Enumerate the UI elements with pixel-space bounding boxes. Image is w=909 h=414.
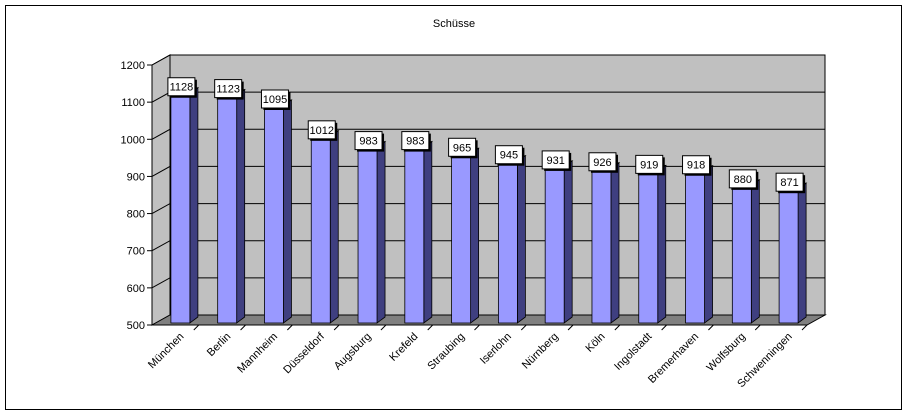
data-label: 919 [640,159,658,171]
data-label: 871 [780,177,798,189]
data-label-box [775,172,804,192]
x-tick-mark [427,324,434,331]
data-label-box [307,120,336,140]
x-tick-mark [193,324,200,331]
bar [217,95,238,324]
y-tick-label: 1000 [121,134,145,146]
x-tick-label: Nürnberg [520,331,561,372]
bar [170,93,191,324]
x-tick-label: Straubing [425,331,467,373]
bar-side [283,99,292,324]
x-tick-mark [474,324,480,331]
bar [778,188,799,324]
data-label: 945 [500,150,518,162]
data-label: 1095 [263,94,287,106]
data-label-box [494,145,523,165]
bar-side [236,88,246,324]
x-tick-label: Düsseldorf [281,330,327,376]
bar-side [423,140,433,324]
data-label-box [401,131,430,151]
data-label: 918 [687,160,705,172]
y-tick-label: 1200 [121,60,145,72]
x-tick-mark [240,324,246,331]
data-label-box [354,131,383,151]
bar [404,147,425,324]
floor [150,314,827,326]
y-tick-label: 600 [127,283,145,295]
x-tick-mark [661,324,667,331]
x-tick-mark [520,324,527,331]
x-tick-mark [567,324,574,331]
bar-side [189,86,199,324]
bar-side [516,154,526,324]
chart-title: Schüsse [433,18,475,30]
bar-side [470,147,480,324]
data-label-box [588,152,617,172]
data-label-box [214,79,243,99]
bar [544,166,565,324]
bar-side [610,161,620,324]
y-tick-label: 700 [127,246,145,258]
bar-side [329,130,339,324]
bar [731,185,752,324]
data-label-box [728,169,757,189]
bar [591,168,612,324]
bar-side [563,160,573,324]
gridline [151,54,825,66]
x-tick-label: Ingolstadt [612,331,654,373]
data-label-box [167,77,196,97]
data-label: 1123 [216,84,240,96]
data-label: 1012 [310,125,334,137]
data-label: 983 [406,136,424,148]
bar [357,147,378,324]
data-label: 931 [546,155,564,167]
bar [264,105,284,324]
data-label-box [448,137,477,157]
x-tick-label: Krefeld [387,331,420,364]
bar [497,161,518,324]
data-label-box [260,89,289,109]
data-label-box [635,154,664,174]
x-tick-label: Berlin [205,331,233,359]
x-tick-mark [333,324,340,331]
x-tick-mark [287,324,293,331]
data-label: 880 [734,174,752,186]
plot-area: 500 600 700 800 900 1000 1100 1200 1128 München 11… [121,54,827,390]
x-tick-mark [754,324,761,331]
data-label: 1128 [170,82,194,94]
data-label-box [682,155,711,175]
bar [685,171,705,324]
bar [451,153,472,324]
x-tick-label: Bremerhaven [646,331,701,386]
bar-side [797,182,807,324]
data-label: 965 [453,142,471,154]
y-tick-label: 800 [127,209,145,221]
gridline [151,128,825,140]
x-tick-label: Augsburg [332,331,374,373]
x-tick-label: Köln [584,331,608,355]
bar-side [376,140,386,324]
bar [638,170,659,324]
y-tick-label: 1100 [121,97,145,109]
y-tick-label: 900 [127,171,145,183]
x-tick-label: Iserlohn [478,331,514,367]
side-wall [151,54,171,326]
x-tick-mark [614,324,621,331]
data-label: 926 [593,157,611,169]
x-tick-label: München [146,331,186,371]
x-tick-mark [380,324,387,331]
data-label-box [541,150,570,170]
bar-side [657,164,667,324]
bar-side [750,179,760,324]
x-tick-mark [801,324,808,331]
x-tick-label: Wolfsburg [705,331,748,374]
y-tick-label: 500 [127,320,145,332]
x-tick-mark [708,324,714,331]
data-label: 983 [359,136,377,148]
x-tick-label: Mannheim [235,331,280,376]
bar [310,136,331,324]
bar-side [704,164,713,324]
